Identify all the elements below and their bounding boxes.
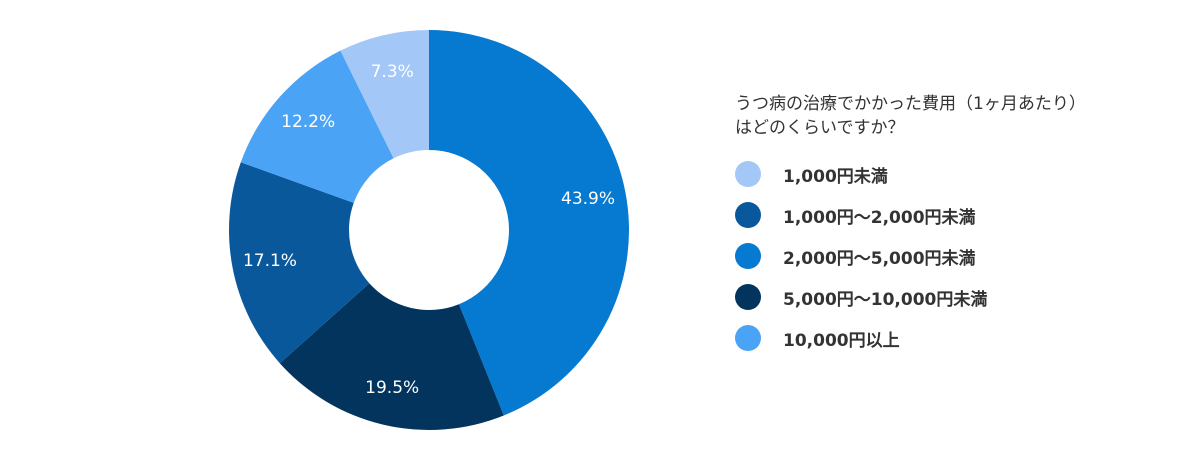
legend-label-2000-5000: 2,000円〜5,000円未満: [783, 248, 976, 269]
legend-swatch-5000-10000: [735, 284, 761, 310]
legend-label-5000-10000: 5,000円〜10,000円未満: [783, 289, 988, 310]
legend-item-under-1000: 1,000円未満: [735, 160, 1175, 188]
legend-item-2000-5000: 2,000円〜5,000円未満: [735, 242, 1175, 270]
slice-label-5000-10000: 19.5%: [365, 378, 419, 398]
legend-item-1000-2000: 1,000円〜2,000円未満: [735, 201, 1175, 229]
slice-label-over-10000: 12.2%: [281, 112, 335, 132]
legend-swatch-under-1000: [735, 161, 761, 187]
legend: うつ病の治療でかかった費用（1ヶ月あたり） はどのくらいですか？ 1,000円未…: [735, 92, 1175, 365]
slice-2000-5000: [429, 30, 630, 416]
legend-item-5000-10000: 5,000円〜10,000円未満: [735, 283, 1175, 311]
legend-swatch-2000-5000: [735, 243, 761, 269]
chart-title-line-1: うつ病の治療でかかった費用（1ヶ月あたり）: [735, 94, 1086, 114]
slice-labels-group: 43.9% 19.5% 17.1% 12.2% 7.3%: [243, 62, 615, 398]
slice-under-1000: [340, 30, 429, 159]
legend-label-under-1000: 1,000円未満: [783, 166, 888, 187]
slice-1000-2000: [228, 162, 370, 364]
slices-group: [228, 30, 630, 430]
slice-over-10000: [240, 50, 394, 203]
slice-label-2000-5000: 43.9%: [561, 189, 615, 209]
chart-title: うつ病の治療でかかった費用（1ヶ月あたり） はどのくらいですか？: [735, 92, 1175, 140]
slice-label-under-1000: 7.3%: [371, 62, 414, 82]
slice-5000-10000: [279, 283, 504, 430]
chart-title-line-2: はどのくらいですか？: [735, 118, 905, 138]
legend-item-over-10000: 10,000円以上: [735, 324, 1175, 352]
slice-label-1000-2000: 17.1%: [243, 251, 297, 271]
legend-label-1000-2000: 1,000円〜2,000円未満: [783, 207, 976, 228]
legend-swatch-1000-2000: [735, 202, 761, 228]
legend-swatch-over-10000: [735, 325, 761, 351]
legend-label-over-10000: 10,000円以上: [783, 330, 900, 351]
